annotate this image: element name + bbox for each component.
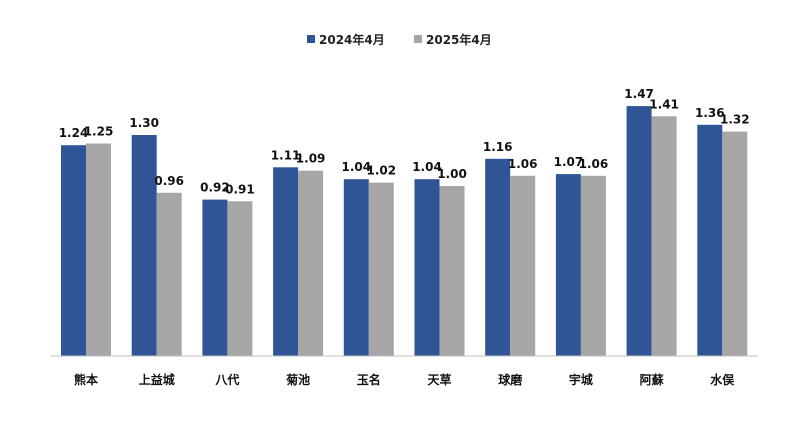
- bar-2024-2: [202, 199, 228, 356]
- bar-2024-4: [343, 179, 369, 356]
- legend-swatch-2024: [307, 35, 315, 43]
- value-label-2024-3: 1.11: [271, 148, 301, 162]
- value-label-2025-4: 1.02: [366, 164, 396, 178]
- category-labels-layer: 熊本 上益城 八代 菊池 玉名 天草 球磨 宇城 阿蘇 水俣: [74, 372, 735, 387]
- value-label-2025-5: 1.00: [437, 167, 467, 181]
- bar-2025-5: [439, 186, 465, 356]
- bar-2024-6: [485, 158, 511, 356]
- value-label-2025-1: 0.96: [154, 174, 184, 188]
- bar-2025-1: [156, 192, 182, 356]
- value-label-2024-1: 1.30: [129, 116, 159, 130]
- bar-2024-0: [61, 145, 86, 356]
- category-label-6: 球磨: [498, 372, 522, 387]
- category-label-8: 阿蘇: [640, 372, 664, 387]
- category-label-3: 菊池: [285, 372, 310, 387]
- value-label-2024-8: 1.47: [624, 87, 654, 101]
- bar-2024-8: [626, 106, 652, 356]
- bar-2025-3: [298, 170, 324, 356]
- value-label-2025-3: 1.09: [296, 152, 326, 166]
- category-label-0: 熊本: [74, 372, 98, 387]
- bar-2024-5: [414, 179, 440, 356]
- value-label-2025-8: 1.41: [649, 97, 679, 111]
- value-label-2025-0: 1.25: [84, 125, 114, 139]
- category-label-5: 天草: [427, 372, 451, 387]
- value-label-2025-7: 1.06: [579, 157, 609, 171]
- value-label-2024-9: 1.36: [695, 106, 725, 120]
- value-label-2025-6: 1.06: [508, 157, 538, 171]
- legend: 2024年4月 2025年4月: [307, 32, 492, 47]
- bar-2025-4: [368, 182, 394, 356]
- value-labels-layer: 1.241.251.300.96 0.920.911.111.091.041.02…: [59, 87, 750, 196]
- bar-2025-6: [510, 175, 536, 356]
- bars-layer: [61, 106, 748, 356]
- value-label-2024-7: 1.07: [554, 155, 584, 169]
- bar-2025-7: [580, 175, 606, 356]
- bar-2025-8: [651, 116, 677, 356]
- legend-label-2024: 2024年4月: [319, 32, 385, 47]
- bar-2024-1: [131, 135, 157, 356]
- bar-2025-2: [227, 201, 253, 356]
- bar-2025-9: [722, 131, 748, 356]
- legend-label-2025: 2025年4月: [426, 32, 492, 47]
- value-label-2025-9: 1.32: [720, 113, 750, 127]
- value-label-2024-4: 1.04: [341, 160, 371, 174]
- bar-2024-3: [273, 167, 299, 356]
- bar-2024-9: [697, 124, 723, 356]
- value-label-2024-0: 1.24: [59, 126, 89, 140]
- category-label-1: 上益城: [139, 372, 175, 387]
- category-label-7: 宇城: [569, 372, 593, 387]
- legend-swatch-2025: [414, 35, 422, 43]
- value-label-2024-2: 0.92: [200, 181, 230, 195]
- bar-2024-7: [555, 174, 581, 356]
- value-label-2024-6: 1.16: [483, 140, 513, 154]
- category-label-9: 水俣: [710, 372, 735, 387]
- bar-2025-0: [86, 143, 111, 356]
- category-label-2: 八代: [214, 372, 239, 387]
- value-label-2024-5: 1.04: [412, 160, 442, 174]
- category-label-4: 玉名: [357, 372, 381, 387]
- value-label-2025-2: 0.91: [225, 182, 255, 196]
